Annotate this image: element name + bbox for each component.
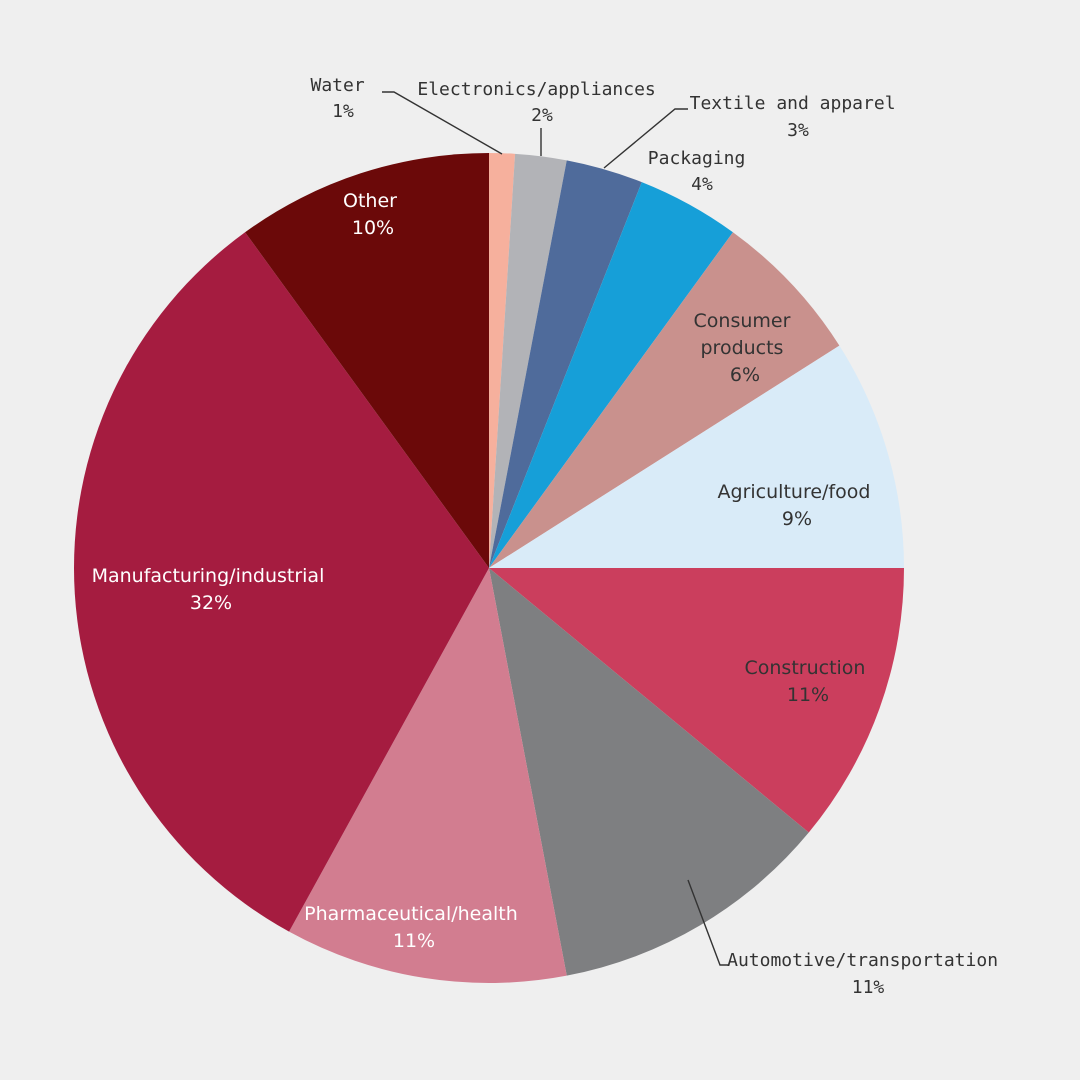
label-automotive-value: 11% bbox=[852, 977, 885, 998]
label-packaging: Packaging 4% bbox=[648, 148, 756, 195]
label-other-value: 10% bbox=[352, 217, 394, 239]
pie-slices bbox=[73, 153, 904, 984]
label-consumer-products: Consumer products 6% bbox=[694, 310, 797, 386]
pie-slice-automotive-transportation bbox=[489, 568, 809, 976]
pie-slice-pharmaceutical-health bbox=[289, 568, 567, 984]
label-textile: Textile and apparel 3% bbox=[690, 93, 907, 141]
label-water-name: Water bbox=[310, 75, 364, 96]
pie-slice-other bbox=[245, 153, 489, 568]
label-other-name: Other bbox=[343, 190, 397, 212]
leader-line-automotive bbox=[687, 879, 728, 966]
label-packaging-value: 4% bbox=[691, 174, 713, 195]
pie-slice-textile-and-apparel bbox=[489, 160, 642, 568]
label-construction-value: 11% bbox=[787, 684, 829, 706]
leader-line-textile bbox=[603, 108, 688, 169]
label-water-value: 1% bbox=[332, 101, 354, 122]
pie-slice-packaging bbox=[489, 182, 733, 568]
label-agriculture: Agriculture/food 9% bbox=[718, 481, 877, 530]
label-consumer-name-line1: Consumer bbox=[694, 310, 791, 332]
label-pharmaceutical-value: 11% bbox=[393, 930, 435, 952]
label-manufacturing: Manufacturing/industrial 32% bbox=[92, 565, 331, 614]
label-water: Water 1% bbox=[310, 75, 375, 122]
label-manufacturing-name: Manufacturing/industrial bbox=[92, 565, 325, 587]
label-pharmaceutical-name: Pharmaceutical/health bbox=[304, 903, 518, 925]
pie-slice-electronics-appliances bbox=[489, 153, 567, 568]
leader-line-water bbox=[382, 91, 503, 155]
pie-slice-manufacturing-industrial bbox=[73, 232, 489, 932]
label-textile-name: Textile and apparel bbox=[690, 93, 896, 114]
label-textile-value: 3% bbox=[787, 120, 809, 141]
label-electronics-value: 2% bbox=[531, 105, 553, 126]
label-construction: Construction 11% bbox=[744, 657, 871, 706]
label-packaging-name: Packaging bbox=[648, 148, 746, 169]
label-automotive: Automotive/transportation 11% bbox=[727, 950, 1009, 998]
label-electronics-name: Electronics/appliances bbox=[417, 79, 655, 100]
pie-slice-construction bbox=[489, 568, 904, 833]
pie-slice-consumer-products bbox=[489, 232, 840, 568]
label-consumer-name-line2: products bbox=[700, 337, 783, 359]
pie-slice-water bbox=[489, 153, 516, 568]
pie-slice-agriculture-food bbox=[489, 345, 904, 568]
label-agriculture-value: 9% bbox=[782, 508, 812, 530]
label-manufacturing-value: 32% bbox=[190, 592, 232, 614]
label-agriculture-name: Agriculture/food bbox=[718, 481, 871, 503]
label-pharmaceutical: Pharmaceutical/health 11% bbox=[304, 903, 524, 952]
label-electronics: Electronics/appliances 2% bbox=[417, 79, 666, 126]
leader-lines bbox=[382, 91, 728, 966]
label-consumer-value: 6% bbox=[730, 364, 760, 386]
label-construction-name: Construction bbox=[744, 657, 865, 679]
label-other: Other 10% bbox=[343, 190, 403, 239]
label-automotive-name: Automotive/transportation bbox=[727, 950, 998, 971]
